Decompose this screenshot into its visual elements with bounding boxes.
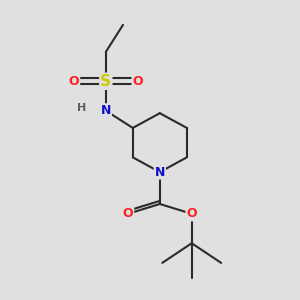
Text: O: O — [186, 207, 197, 220]
Text: S: S — [100, 74, 111, 89]
Text: O: O — [132, 75, 143, 88]
Text: H: H — [77, 103, 86, 113]
Text: O: O — [123, 207, 133, 220]
Text: N: N — [100, 104, 111, 117]
Text: O: O — [69, 75, 79, 88]
Text: N: N — [154, 166, 165, 178]
